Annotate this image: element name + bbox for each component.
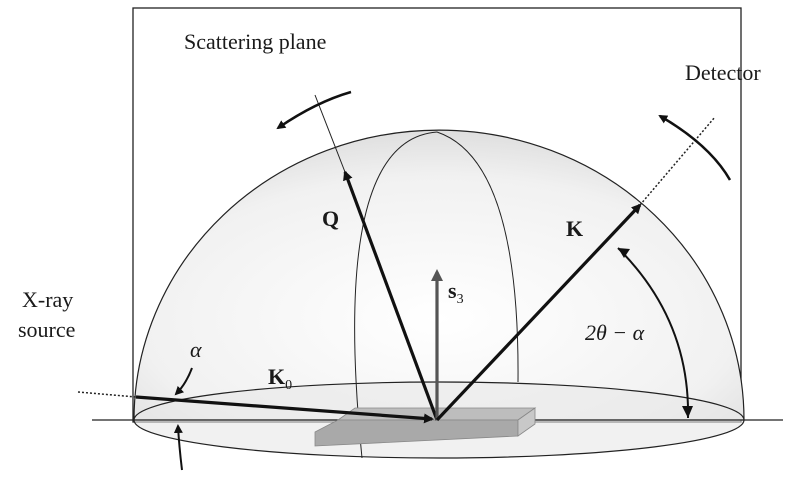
- detector-rotation-arrow: [658, 114, 732, 181]
- xray-source-label-line1: X-ray: [22, 287, 73, 312]
- k-label: K: [566, 216, 583, 241]
- xray-source-label-line2: source: [18, 317, 75, 342]
- q-axis-extension: [314, 94, 346, 173]
- s3-label: s3: [448, 278, 464, 307]
- incident-dotted-line: [77, 391, 137, 398]
- two-theta-angle-arc: [617, 247, 690, 419]
- scattering-plane-rotation-arrow: [276, 90, 352, 130]
- alpha-arrow-bottom: [173, 424, 183, 471]
- k-dotted-extension: [639, 116, 716, 206]
- hemisphere-dome: [133, 129, 745, 421]
- q-vector: [343, 170, 439, 421]
- detector-label: Detector: [685, 60, 761, 85]
- alpha-label: α: [190, 337, 202, 362]
- two-theta-minus-alpha-label: 2θ − α: [585, 320, 645, 345]
- sample-side: [517, 407, 536, 437]
- q-label: Q: [322, 206, 339, 231]
- k-vector: [435, 203, 642, 422]
- k0-vector: [135, 395, 434, 424]
- meridian-right: [436, 131, 519, 383]
- alpha-arrow-top: [174, 367, 193, 396]
- two-theta-arrow-top: [618, 248, 630, 258]
- k0-label: K0: [268, 364, 292, 393]
- two-theta-arrow-bottom: [682, 406, 693, 418]
- scattering-plane-label: Scattering plane: [184, 29, 326, 54]
- meridian-left: [354, 131, 438, 459]
